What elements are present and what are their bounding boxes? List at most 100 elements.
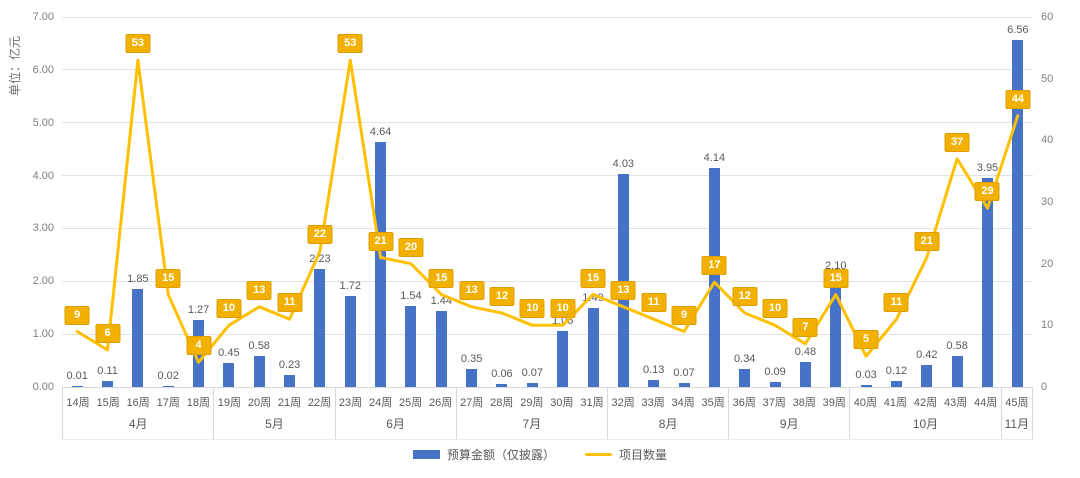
y-axis-tick-right: 20 xyxy=(1041,257,1054,270)
y-axis-tick-right: 40 xyxy=(1041,134,1054,147)
week-label: 34周 xyxy=(671,396,695,409)
bar xyxy=(496,383,508,387)
y-axis-tick-left: 7.00 xyxy=(32,11,54,23)
bar-value-label: 4.03 xyxy=(612,157,635,170)
bar xyxy=(71,386,83,387)
bar-value-label: 3.95 xyxy=(976,162,999,175)
gridline xyxy=(62,333,1033,335)
bar-value-label: 0.42 xyxy=(916,348,938,361)
line-point-label: 9 xyxy=(671,305,697,325)
week-label: 16周 xyxy=(126,396,150,409)
bar xyxy=(557,330,569,387)
line-point-label: 10 xyxy=(762,299,788,319)
week-label: 42周 xyxy=(913,396,938,409)
bar xyxy=(223,363,235,387)
line-point-label: 4 xyxy=(186,336,212,356)
plot-area: 0.01 0.11 1.85 0.02 1.27 0.45 0.58 0.23 2.23 1.72… xyxy=(62,16,1033,388)
week-label: 31周 xyxy=(580,396,604,409)
month-group-cell: 40周 41周 42周 43周 44周 10月 xyxy=(850,388,1002,439)
y-axis-tick-right: 30 xyxy=(1041,196,1054,208)
week-label: 45周 xyxy=(1005,396,1029,409)
bar xyxy=(102,381,114,387)
week-label: 17周 xyxy=(156,396,180,409)
bar xyxy=(739,369,751,387)
line-point-label: 53 xyxy=(125,34,151,54)
bar xyxy=(981,178,993,387)
bar-value-label: 0.09 xyxy=(764,366,786,379)
week-label: 29周 xyxy=(520,396,544,409)
line-point-label: 17 xyxy=(701,256,727,276)
line-point-label: 29 xyxy=(974,182,1000,202)
bar xyxy=(162,385,174,387)
month-label: 8月 xyxy=(658,417,678,431)
line-point-label: 15 xyxy=(580,268,606,288)
bar xyxy=(678,383,690,387)
week-label: 38周 xyxy=(792,396,816,409)
bar-value-label: 1.85 xyxy=(127,273,149,286)
line-point-label: 12 xyxy=(732,287,758,306)
bar-value-label: 0.01 xyxy=(66,370,88,383)
bar xyxy=(617,174,629,387)
bar-value-label: 0.13 xyxy=(642,364,665,377)
bar xyxy=(830,276,842,387)
bar-value-label: 1.72 xyxy=(339,280,361,293)
bar xyxy=(405,305,417,387)
line-point-label: 37 xyxy=(944,132,970,152)
line-point-label: 11 xyxy=(277,293,303,313)
month-group-cell: 27周 28周 29周 30周 31周 7月 xyxy=(457,388,609,439)
bar xyxy=(1012,40,1024,387)
week-label: 19周 xyxy=(217,396,242,409)
week-label: 26周 xyxy=(429,396,453,409)
week-label: 37周 xyxy=(762,396,786,409)
week-label: 28周 xyxy=(490,396,514,409)
week-label: 44周 xyxy=(974,396,998,409)
bar xyxy=(708,168,720,387)
weeks-row: 45周 xyxy=(1002,388,1032,415)
bar xyxy=(466,368,478,387)
legend-item-projects[interactable]: 项目数量 xyxy=(585,446,667,463)
weeks-row: 27周 28周 29周 30周 31周 xyxy=(457,388,607,415)
bar-value-label: 0.12 xyxy=(885,364,908,377)
week-label: 41周 xyxy=(883,396,908,409)
bar-value-label: 1.54 xyxy=(400,289,422,302)
line-point-label: 13 xyxy=(610,280,636,300)
week-label: 32周 xyxy=(611,396,635,409)
line-point-label: 15 xyxy=(428,268,454,288)
line-point-label: 21 xyxy=(368,231,394,251)
bar-value-label: 0.06 xyxy=(491,367,513,380)
bar-value-label: 0.58 xyxy=(946,340,968,353)
bar xyxy=(921,364,933,387)
week-label: 15周 xyxy=(96,396,120,409)
bar-value-label: 6.56 xyxy=(1007,24,1029,37)
legend-item-budget[interactable]: 预算金额（仅披露） xyxy=(412,446,555,463)
weeks-row: 23周 24周 25周 26周 xyxy=(336,388,456,415)
bar xyxy=(284,374,296,387)
bar-value-label: 4.14 xyxy=(703,152,726,165)
bar xyxy=(375,141,387,387)
month-group-cell: 45周 11月 xyxy=(1002,388,1032,439)
week-label: 36周 xyxy=(732,396,756,409)
month-group-cell: 36周 37周 38周 39周 9月 xyxy=(729,388,851,439)
bar xyxy=(648,380,660,387)
bar xyxy=(253,356,265,387)
bar-value-label: 1.27 xyxy=(187,303,210,316)
month-group-cell: 23周 24周 25周 26周 6月 xyxy=(336,388,457,439)
weeks-row: 19周 20周 21周 22周 xyxy=(214,388,334,415)
bar xyxy=(890,380,902,387)
line-point-label: 53 xyxy=(337,34,363,54)
month-label: 6月 xyxy=(386,417,405,431)
bar-value-label: 0.34 xyxy=(734,353,756,366)
line-point-label: 12 xyxy=(489,287,515,306)
month-label: 5月 xyxy=(265,417,284,431)
week-label: 22周 xyxy=(307,396,332,409)
line-point-label: 21 xyxy=(914,231,940,251)
bar-value-label: 0.48 xyxy=(794,345,817,358)
bar xyxy=(132,289,144,387)
weeks-row: 14周 15周 16周 17周 18周 xyxy=(63,388,213,415)
week-label: 21周 xyxy=(277,396,302,409)
y-axis-tick-right: 50 xyxy=(1041,72,1054,85)
line-point-label: 22 xyxy=(307,225,333,245)
line-point-label: 5 xyxy=(853,330,879,350)
bar-value-label: 0.07 xyxy=(673,367,695,380)
week-label: 27周 xyxy=(460,396,484,409)
